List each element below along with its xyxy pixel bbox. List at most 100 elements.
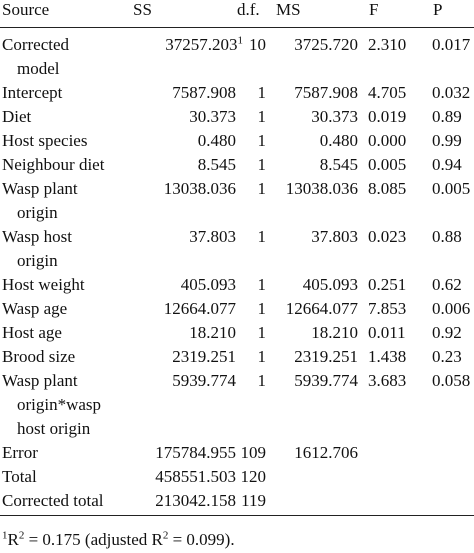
row-label: Diet [2,107,32,126]
cell-value: 2319.251 [294,347,358,366]
cell-value: 30.373 [311,107,358,126]
row-label: Brood size [2,347,76,366]
row-label: Total [2,467,37,486]
row-label: origin [17,251,58,270]
cell-value: 0.92 [432,323,462,342]
cell-ms: 37.803 [311,225,358,249]
cell-value: 7587.908 [172,83,236,102]
cell-value: 0.005 [432,179,471,198]
row-label: host origin [17,419,91,438]
cell-df: 109 [241,441,267,465]
cell-value: 13038.036 [163,179,236,198]
cell-df: 1 [258,153,267,177]
cell-p: 0.23 [432,345,462,369]
cell-ss: 458551.503 [155,465,236,489]
cell-value: 3.683 [368,371,407,390]
cell-f: 0.005 [368,153,406,177]
cell-value: 1 [257,179,267,198]
cell-value: 0.006 [432,299,471,318]
cell-value: 0.019 [368,107,407,126]
cell-df: 120 [241,465,267,489]
cell-value: 0.000 [368,131,407,150]
cell-value: 119 [241,491,266,510]
cell-value: 1 [257,107,267,126]
cell-f: 7.853 [368,297,406,321]
cell-value: 1612.706 [294,443,358,462]
column-header: SS [133,0,152,19]
row-label: origin [17,203,58,222]
cell-value: 7.853 [368,299,407,318]
cell-value: 0.99 [432,131,462,150]
cell-value: 120 [240,467,267,486]
cell-f: 4.705 [368,81,406,105]
footnote-marker: 1 [2,529,8,542]
cell-ms: 12664.077 [286,297,358,321]
cell-value: 1.438 [368,347,407,366]
cell-df: 1 [258,177,267,201]
row-label: Wasp age [2,299,68,318]
cell-value: 458551.503 [155,467,236,486]
cell-value: 1 [257,275,267,294]
cell-value: 7587.908 [294,83,358,102]
row-label: model [17,59,60,78]
column-header: MS [276,0,301,19]
cell-p: 0.92 [432,321,462,345]
cell-value: 1 [257,155,267,174]
cell-p: 0.005 [432,177,470,201]
cell-df: 10 [249,33,266,57]
cell-ss: 213042.158 [155,489,236,513]
cell-p: 0.032 [432,81,470,105]
cell-value: 0.023 [368,227,407,246]
cell-p: 0.058 [432,369,470,393]
cell-p: 0.006 [432,297,470,321]
cell-value: 0.251 [368,275,407,294]
cell-value: 0.480 [197,131,236,150]
cell-ss: 5939.774 [172,369,236,393]
cell-df: 1 [258,81,267,105]
cell-value: 0.23 [432,347,462,366]
cell-p: 0.017 [432,33,470,57]
cell-f: 0.011 [368,321,406,345]
column-header: P [433,0,443,19]
cell-f: 1.438 [368,345,406,369]
row-label: Host weight [2,275,85,294]
cell-value: 0.017 [432,35,471,54]
cell-value: 1 [257,347,267,366]
cell-value: 2319.251 [172,347,236,366]
cell-value: 30.373 [189,107,236,126]
cell-value: 0.94 [432,155,462,174]
row-label: Intercept [2,83,63,102]
cell-value: 37.803 [311,227,358,246]
cell-value: 5939.774 [294,371,358,390]
cell-value: 13038.036 [285,179,358,198]
cell-value: 213042.158 [155,491,236,510]
cell-f: 8.085 [368,177,406,201]
cell-f: 0.251 [368,273,406,297]
cell-value: 4.705 [368,83,407,102]
cell-f: 0.023 [368,225,406,249]
cell-ss: 405.093 [181,273,236,297]
row-label: Error [2,443,38,462]
cell-value: 1 [257,131,267,150]
cell-value: 10 [249,35,266,54]
cell-value: 8.545 [197,155,236,174]
cell-ss: 8.545 [198,153,236,177]
cell-f: 3.683 [368,369,406,393]
cell-value: 0.058 [432,371,471,390]
cell-value: 18.210 [189,323,236,342]
cell-value: 0.89 [432,107,462,126]
cell-ss: 7587.908 [172,81,236,105]
footnote-text: 2 [18,529,25,542]
column-header: F [369,0,379,19]
cell-value: 1 [257,323,267,342]
row-label: Host age [2,323,62,342]
cell-ms: 5939.774 [294,369,358,393]
header-rule [0,27,474,28]
cell-ss: 2319.251 [172,345,236,369]
cell-df: 1 [258,321,267,345]
cell-df: 1 [258,273,267,297]
cell-ss: 18.210 [189,321,236,345]
cell-f: 0.019 [368,105,406,129]
cell-value: 175784.955 [155,443,236,462]
cell-value: 37.803 [189,227,236,246]
